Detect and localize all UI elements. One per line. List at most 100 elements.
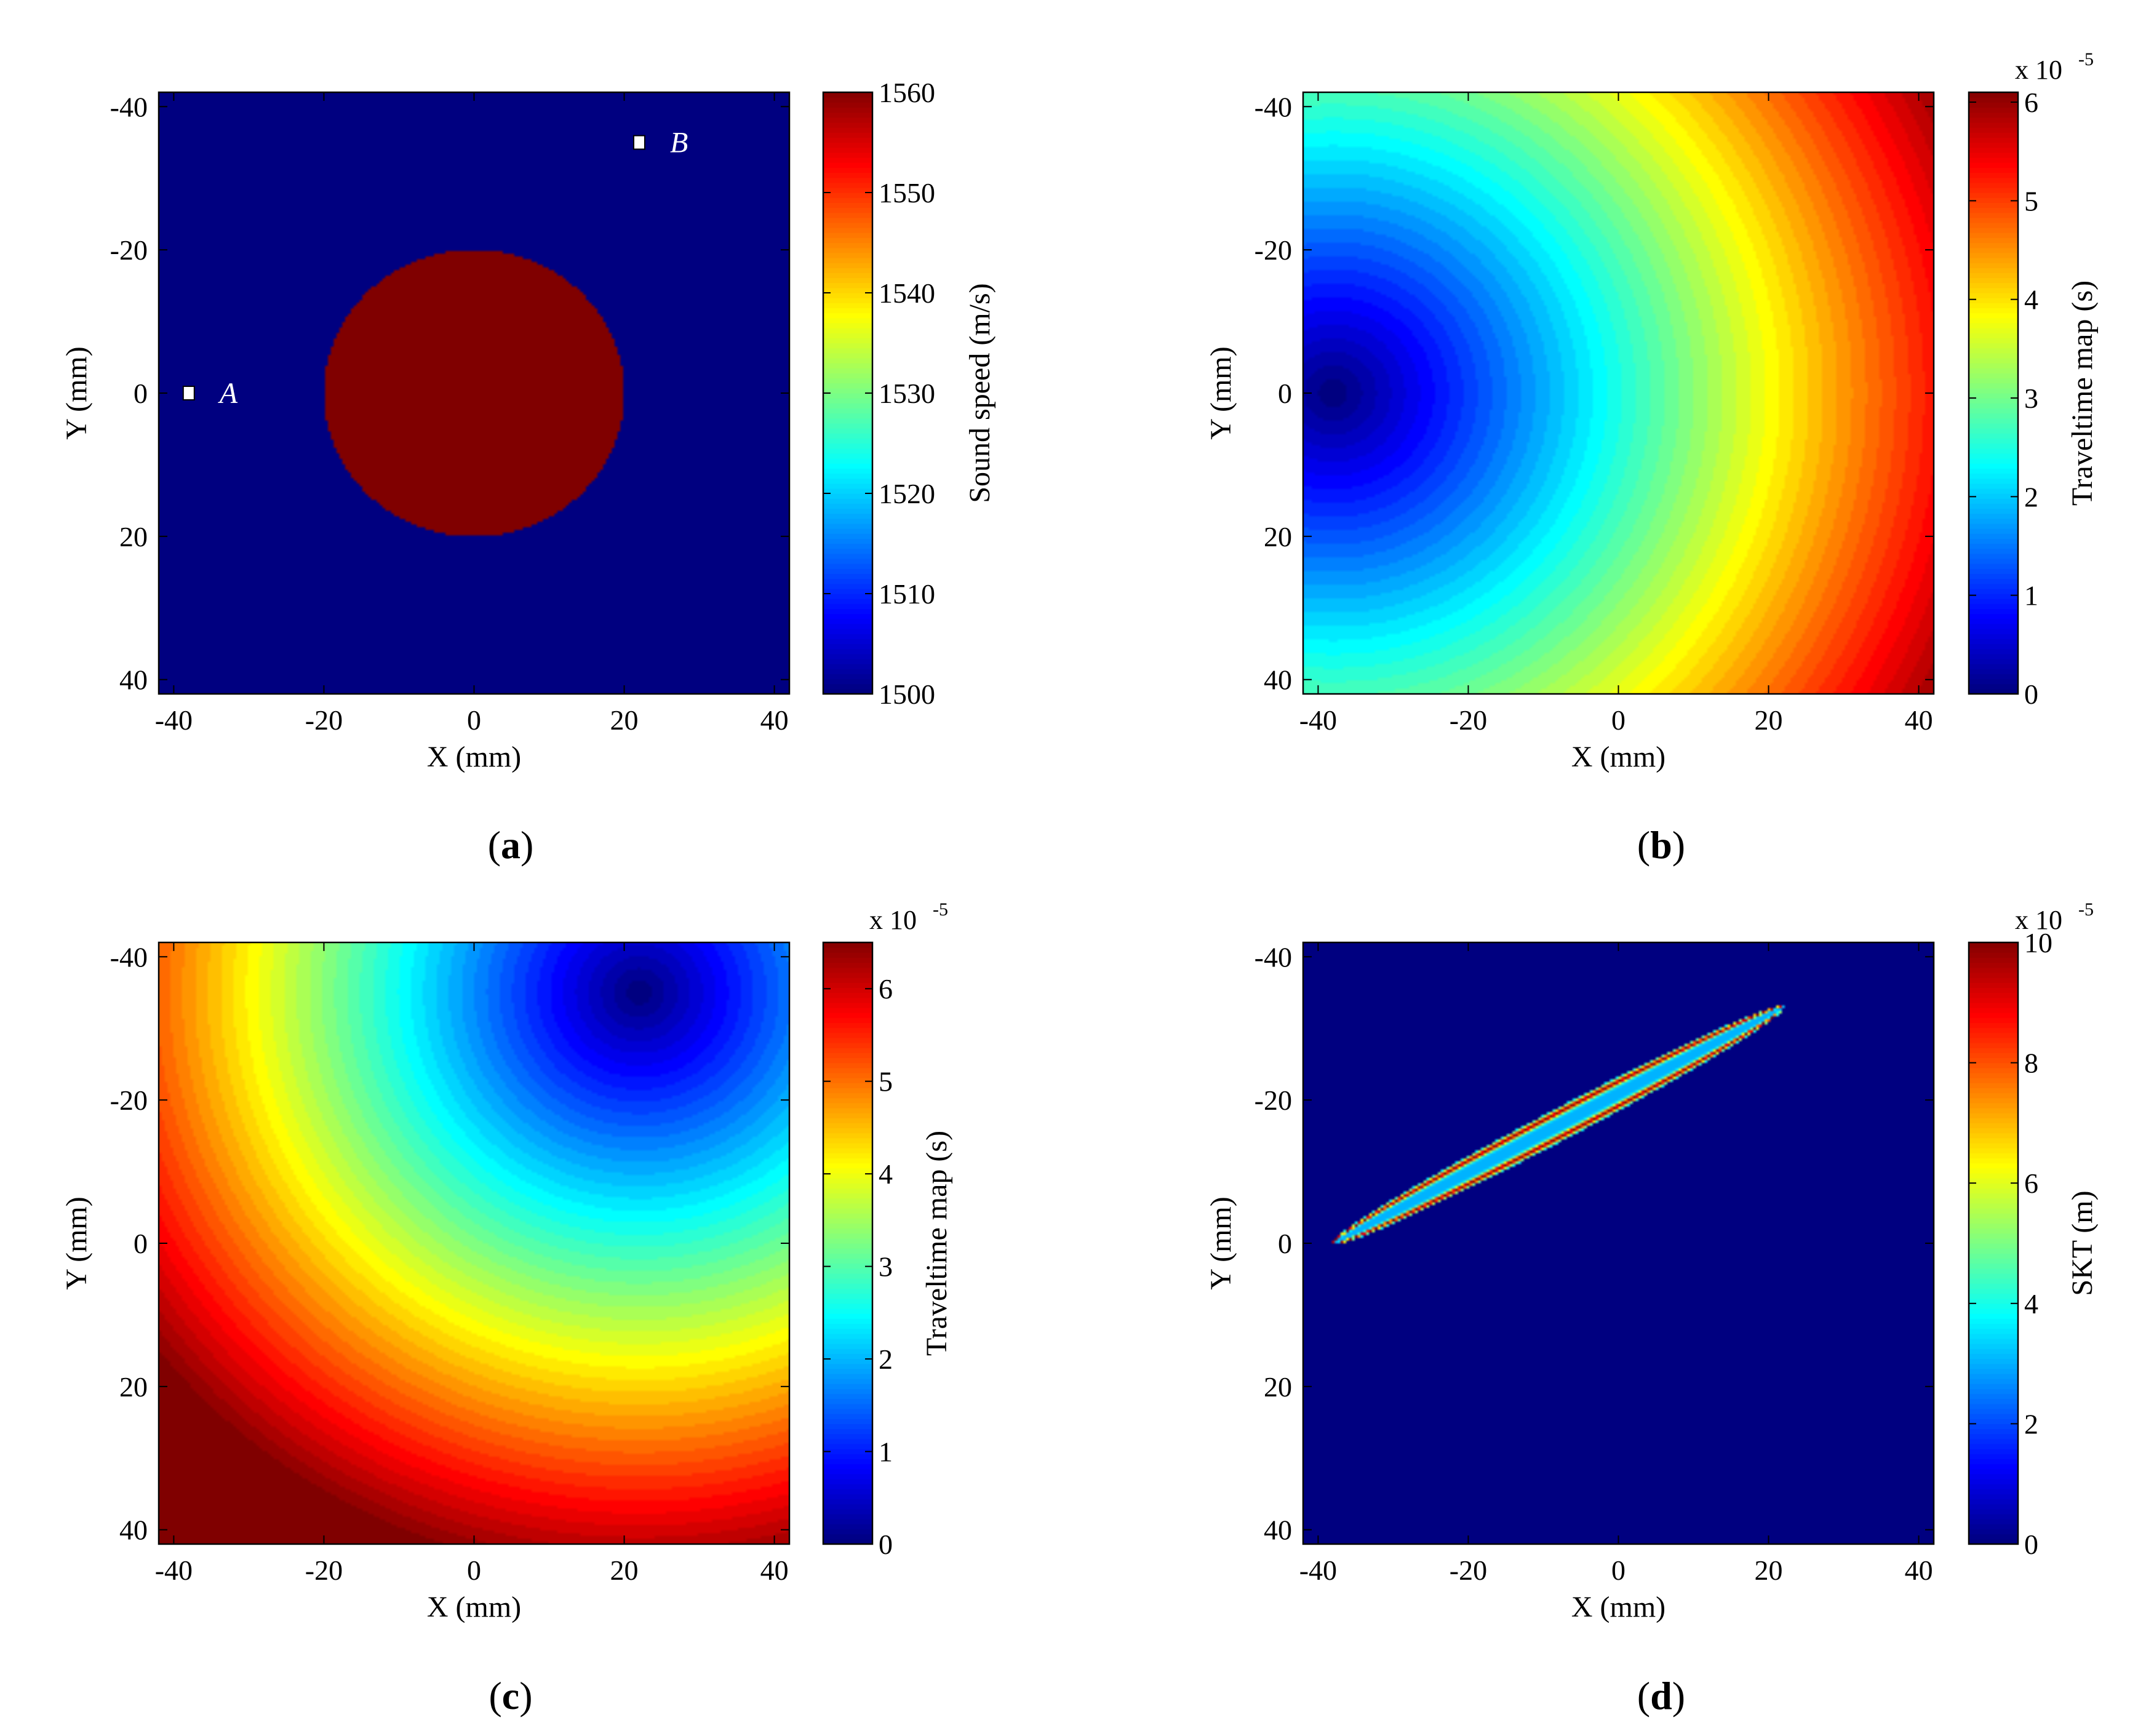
colorbar-swatch — [823, 388, 872, 394]
colorbar-swatch — [1969, 408, 2018, 414]
colorbar-swatch — [1969, 1113, 2018, 1118]
colorbar-swatch — [1969, 952, 2018, 958]
colorbar-swatch — [1969, 608, 2018, 615]
colorbar-swatch — [1969, 1514, 2018, 1519]
colorbar-swatch — [823, 1248, 872, 1254]
colorbar-swatch — [823, 1032, 872, 1038]
colorbar-swatch — [823, 418, 872, 424]
colorbar-swatch — [823, 122, 872, 128]
colorbar-swatch — [823, 548, 872, 554]
colorbar-tick-label: 5 — [2024, 185, 2038, 217]
colorbar-swatch — [823, 1057, 872, 1064]
colorbar-swatch — [1969, 1118, 2018, 1123]
colorbar-label: Sound speed (m/s) — [963, 283, 996, 503]
x-axis-label: X (mm) — [1571, 1591, 1665, 1623]
colorbar-swatch — [823, 1308, 872, 1314]
colorbar-swatch — [1969, 629, 2018, 634]
colorbar-tick-label: 3 — [2024, 383, 2038, 414]
caption-open-paren: ( — [489, 1674, 501, 1718]
x-tick-label: -40 — [155, 704, 193, 736]
colorbar-swatch — [1969, 1379, 2018, 1384]
colorbar-swatch — [823, 107, 872, 113]
colorbar-swatch — [823, 947, 872, 953]
colorbar-tick-label: 1560 — [879, 77, 935, 108]
colorbar-swatch — [823, 1083, 872, 1088]
colorbar-swatch — [823, 193, 872, 198]
colorbar-swatch — [823, 1323, 872, 1329]
colorbar-swatch — [823, 448, 872, 454]
colorbar-swatch — [823, 1433, 872, 1439]
colorbar-swatch — [1969, 583, 2018, 589]
x-tick-label: 20 — [1755, 1555, 1783, 1586]
colorbar-swatch — [1969, 162, 2018, 168]
colorbar-swatch — [1969, 438, 2018, 444]
colorbar-swatch — [823, 992, 872, 998]
colorbar-swatch — [1969, 1433, 2018, 1439]
colorbar-swatch — [1969, 1323, 2018, 1329]
colorbar-swatch — [1969, 1027, 2018, 1033]
colorbar-swatch — [823, 669, 872, 674]
colorbar-swatch — [1969, 222, 2018, 228]
colorbar-exponent-power: -5 — [2078, 49, 2094, 70]
colorbar-swatch — [823, 1203, 872, 1209]
colorbar-swatch — [823, 293, 872, 298]
colorbar-swatch — [823, 543, 872, 549]
colorbar-swatch — [1969, 1153, 2018, 1159]
colorbar-swatch — [1969, 674, 2018, 680]
x-tick-label: -40 — [155, 1555, 193, 1586]
colorbar-swatch — [823, 578, 872, 584]
colorbar-swatch — [1969, 478, 2018, 484]
y-tick-label: 0 — [134, 378, 148, 409]
colorbar-label: Traveltime map (s) — [920, 1131, 953, 1356]
colorbar-swatch — [1969, 1062, 2018, 1069]
colorbar-swatch — [1969, 679, 2018, 685]
colorbar-swatch — [1969, 1503, 2018, 1510]
colorbar-swatch — [823, 1384, 872, 1389]
colorbar-swatch — [1969, 1494, 2018, 1500]
colorbar-swatch — [823, 1428, 872, 1435]
colorbar-swatch — [1969, 142, 2018, 148]
colorbar-swatch — [823, 443, 872, 449]
colorbar-swatch — [823, 322, 872, 328]
colorbar-swatch — [1969, 957, 2018, 963]
colorbar-swatch — [823, 247, 872, 253]
colorbar-swatch — [823, 1223, 872, 1229]
colorbar-swatch — [1969, 1017, 2018, 1023]
colorbar-c: 0 1 2 3 4 5 6 Traveltime map (s) x 10 -5 — [822, 899, 953, 1560]
colorbar-swatch — [823, 1268, 872, 1274]
colorbar-swatch — [823, 583, 872, 589]
colorbar-swatch — [1969, 648, 2018, 655]
colorbar-swatch — [1969, 1353, 2018, 1360]
colorbar-tick-label: 0 — [2024, 679, 2038, 710]
colorbar-swatch — [1969, 247, 2018, 253]
colorbar-swatch — [823, 1188, 872, 1194]
colorbar-swatch — [823, 1053, 872, 1059]
colorbar-swatch — [823, 1253, 872, 1259]
colorbar-swatch — [1969, 352, 2018, 359]
marker-b-label: B — [670, 127, 688, 159]
colorbar-swatch — [1969, 488, 2018, 494]
colorbar-swatch — [1969, 1463, 2018, 1470]
colorbar-swatch — [823, 1303, 872, 1309]
colorbar-swatch — [823, 438, 872, 444]
x-tick-label: 0 — [467, 704, 481, 736]
colorbar-swatch — [823, 282, 872, 289]
colorbar-tick-label: 10 — [2024, 927, 2052, 958]
colorbar-swatch — [823, 1043, 872, 1048]
x-axis-label: X (mm) — [1571, 741, 1665, 773]
colorbar-swatch — [1969, 1388, 2018, 1395]
colorbar-swatch — [1969, 1529, 2018, 1535]
y-tick-label: 0 — [1278, 378, 1292, 409]
marker-b-square — [632, 135, 645, 150]
colorbar-swatch — [1969, 1043, 2018, 1048]
colorbar-swatch — [823, 473, 872, 479]
colorbar-swatch — [1969, 242, 2018, 249]
colorbar-swatch — [1969, 322, 2018, 328]
colorbar-tick-label: 1 — [2024, 580, 2038, 611]
colorbar-swatch — [823, 1107, 872, 1113]
colorbar-swatch — [823, 962, 872, 968]
colorbar-swatch — [823, 1143, 872, 1149]
caption-letter: c — [502, 1674, 519, 1718]
